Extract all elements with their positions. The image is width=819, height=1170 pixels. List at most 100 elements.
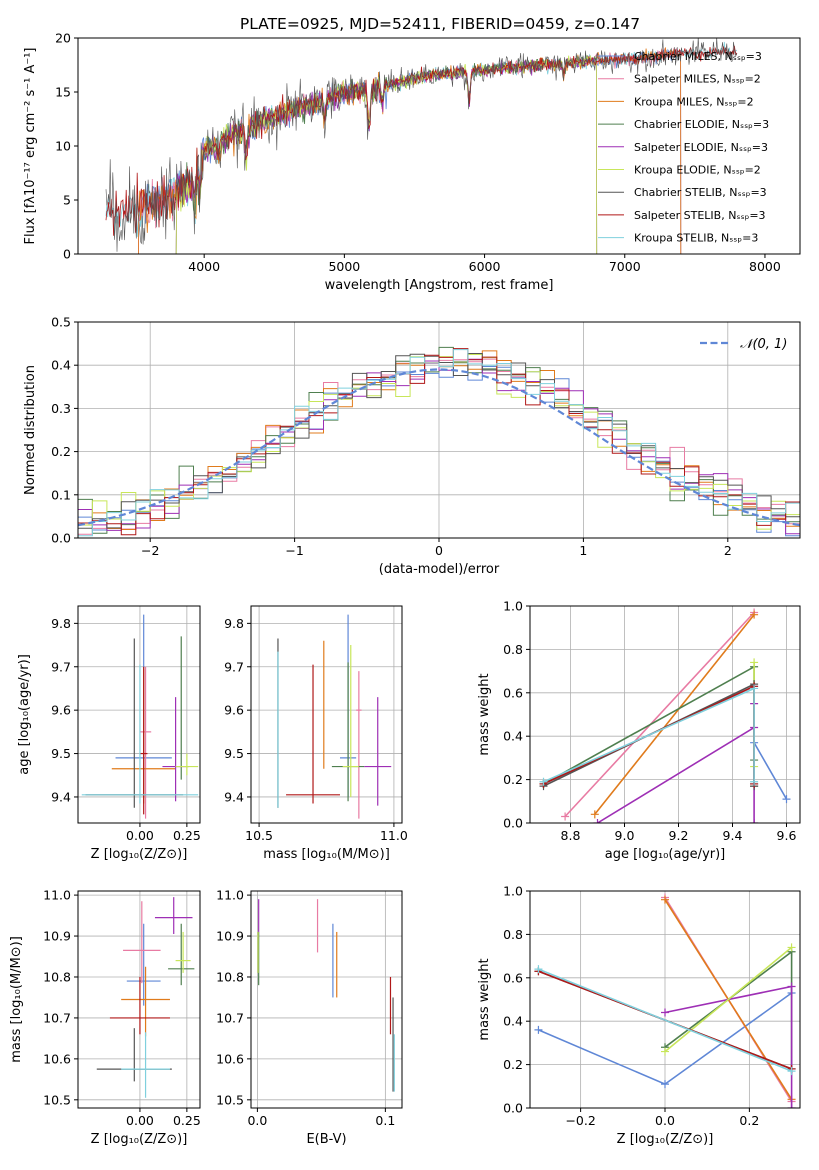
plot-area [257, 899, 395, 1092]
spectrum-line [105, 38, 738, 252]
x-tick-label: 4000 [188, 259, 220, 274]
mass-weight-marker [534, 965, 543, 974]
mass-weight-line [664, 985, 793, 1108]
mass-vs-metallicity-axes: 0.00 0.25 10.5 10.6 10.7 10.8 10.9 11.0 Z [log₁₀… [9, 888, 201, 1147]
y-tick-label: 0 [63, 247, 71, 262]
y-tick-label: 9.7 [224, 659, 244, 674]
y-tick-label: 9.6 [224, 703, 244, 718]
y-tick-label: 0.0 [503, 1101, 523, 1116]
y-tick-label: 0.6 [503, 970, 523, 985]
y-tick-label: 10.8 [216, 969, 244, 984]
legend-label: Chabrier ELODIE, Nₛₛₚ=3 [634, 118, 769, 131]
y-tick-label: 1.0 [503, 884, 523, 899]
mass-weight-marker [750, 819, 759, 823]
legend-label: 𝒩(0, 1) [740, 337, 787, 352]
mass-weight-line [564, 611, 755, 818]
y-axis-label: mass weight [477, 958, 492, 1040]
spectrum-line [175, 54, 598, 254]
mass-weight-marker [593, 819, 602, 823]
legend-label: Salpeter ELODIE, Nₛₛₚ=3 [634, 141, 768, 154]
axes-frame [250, 890, 403, 1109]
mass-weight-marker [561, 812, 570, 821]
mass-weight-marker [661, 895, 669, 904]
x-tick-label: 0.0 [247, 1113, 267, 1128]
y-tick-label: 9.4 [224, 789, 244, 804]
mass-weight-marker [750, 777, 759, 786]
y-tick-label: 9.5 [224, 746, 244, 761]
y-tick-label: 9.4 [51, 789, 71, 804]
y-tick-label: 11.0 [43, 888, 71, 903]
y-tick-label: 0.4 [503, 1014, 523, 1029]
x-tick-label: 9.4 [723, 828, 743, 843]
x-axis-label: age [log₁₀(age/yr)] [605, 847, 726, 862]
x-tick-label: 0.0 [655, 1113, 675, 1128]
legend-label: Chabrier STELIB, Nₛₛₚ=3 [634, 186, 767, 199]
mass-weight-vs-age-axes: 8.8 9.0 9.2 9.4 9.6 0.0 0.2 0.4 0.6 0.8 1.0 age [lo… [477, 599, 801, 862]
x-tick-label: 10.5 [245, 828, 273, 843]
mass-weight-marker [787, 1104, 796, 1108]
legend-label: Kroupa STELIB, Nₛₛₚ=3 [634, 232, 758, 245]
x-tick-label: 2 [724, 543, 732, 558]
y-tick-label: 9.8 [224, 616, 244, 631]
histogram-step [78, 353, 800, 529]
x-axis-label: Z [log₁₀(Z/Z⊙)] [617, 1132, 714, 1147]
x-axis-label: Z [log₁₀(Z/Z⊙)] [91, 1132, 188, 1147]
y-tick-label: 10.6 [216, 1051, 244, 1066]
age-vs-metallicity-axes: 0.00 0.25 9.4 9.5 9.6 9.7 9.8 Z [log₁₀(Z/Z⊙)] ag… [17, 605, 201, 862]
histogram-legend: 𝒩(0, 1) [700, 337, 787, 352]
x-tick-label: 9.6 [777, 828, 797, 843]
x-tick-label: 6000 [469, 259, 501, 274]
axes-frame [77, 890, 201, 1109]
mass-weight-line [664, 946, 793, 1053]
x-tick-label: 9.2 [669, 828, 689, 843]
y-tick-label: 10.5 [216, 1092, 244, 1107]
mass-weight-marker [782, 795, 791, 804]
legend-label: Salpeter STELIB, Nₛₛₚ=3 [634, 209, 766, 222]
y-tick-label: 0.3 [51, 401, 71, 416]
spectrum-axes: 4000 5000 6000 7000 8000 0 5 10 15 20 wavelength [… [23, 31, 801, 293]
mass-weight-marker [534, 1025, 543, 1034]
legend-label: Kroupa ELODIE, Nₛₛₚ=2 [634, 164, 761, 177]
x-tick-label: 8000 [749, 259, 781, 274]
x-axis-label: wavelength [Angstrom, rest frame] [325, 278, 554, 293]
y-tick-label: 0.2 [51, 444, 71, 459]
y-tick-label: 11.0 [216, 888, 244, 903]
y-tick-label: 1.0 [503, 599, 523, 614]
y-tick-label: 10 [55, 139, 71, 154]
x-tick-label: 0.00 [126, 1113, 154, 1128]
y-tick-label: 10.8 [43, 969, 71, 984]
histogram-axes: −2 −1 0 1 2 0.0 0.1 0.2 0.3 0.4 0.5 (data-model)/er… [23, 315, 801, 577]
y-tick-label: 20 [55, 31, 71, 46]
y-tick-label: 0.4 [51, 358, 71, 373]
y-tick-label: 15 [55, 85, 71, 100]
x-tick-label: 0 [435, 543, 443, 558]
plot-area [105, 38, 738, 254]
y-tick-label: 10.7 [43, 1010, 71, 1025]
mass-vs-ebv-axes: 0.0 0.1 10.5 10.6 10.7 10.8 10.9 11.0 E(B-V) [216, 888, 403, 1147]
legend-label: Chabrier MILES, Nₛₛₚ=3 [634, 50, 762, 63]
x-axis-label: mass [log₁₀(M/M⊙)] [263, 847, 390, 862]
histogram-step [78, 349, 800, 537]
plot-area [78, 346, 800, 537]
y-tick-label: 0.4 [503, 729, 523, 744]
x-tick-label: −1 [285, 543, 303, 558]
spectrum-legend: Chabrier MILES, Nₛₛₚ=3 Salpeter MILES, Nₛ… [598, 50, 769, 245]
x-axis-label: E(B-V) [306, 1132, 346, 1147]
y-axis-label: Normed distribution [23, 365, 38, 495]
mass-weight-line [538, 968, 792, 1072]
y-tick-label: 0.2 [503, 1057, 523, 1072]
mass-weight-line [664, 950, 793, 1069]
y-tick-label: 0.8 [503, 927, 523, 942]
y-axis-label: mass weight [477, 673, 492, 755]
y-tick-label: 0.6 [503, 685, 523, 700]
mass-weight-marker [661, 1008, 669, 1017]
x-tick-label: 5000 [328, 259, 360, 274]
y-tick-label: 10.6 [43, 1051, 71, 1066]
mass-weight-marker [590, 810, 599, 819]
x-axis-label: Z [log₁₀(Z/Z⊙)] [91, 847, 188, 862]
y-tick-label: 0.0 [51, 531, 71, 546]
mass-weight-marker [750, 610, 759, 619]
x-tick-label: −0.2 [565, 1113, 595, 1128]
y-tick-label: 0.0 [503, 816, 523, 831]
x-tick-label: −2 [141, 543, 159, 558]
